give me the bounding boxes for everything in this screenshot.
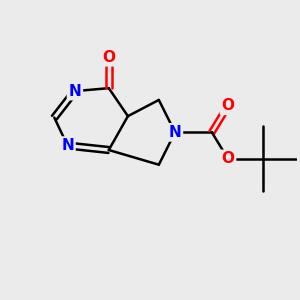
Text: O: O	[221, 98, 235, 113]
Text: N: N	[169, 125, 182, 140]
Text: O: O	[102, 50, 115, 65]
Text: N: N	[68, 84, 81, 99]
Text: N: N	[61, 138, 74, 153]
Text: O: O	[221, 151, 235, 166]
